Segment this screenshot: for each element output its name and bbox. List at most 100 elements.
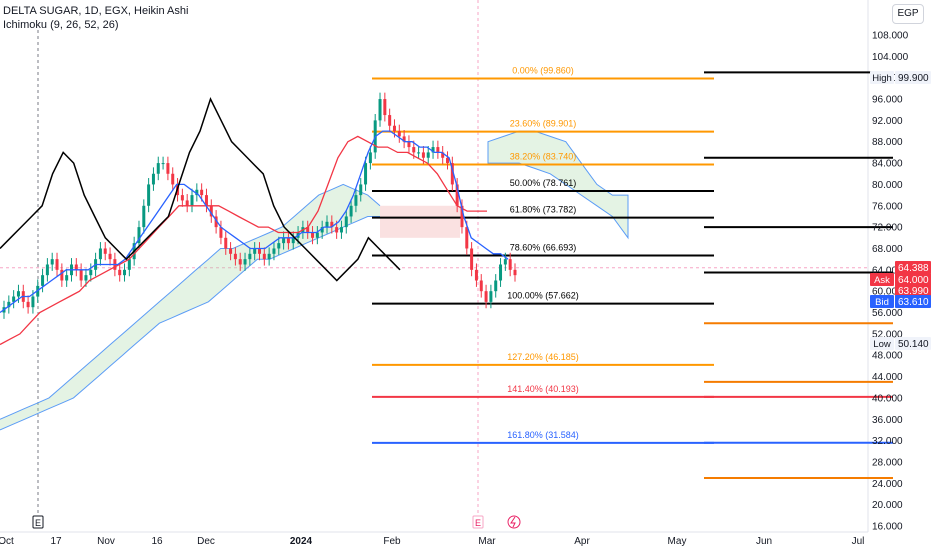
earnings-marker-1	[472, 515, 484, 529]
y-tick-label-22: 20.000	[872, 500, 903, 511]
price-tag-label-bg-2	[870, 273, 894, 286]
fib-level-label-7: 127.20% (46.185)	[507, 352, 579, 362]
candle-body-32	[156, 163, 160, 174]
candle-body-59	[286, 237, 290, 244]
price-tag-bg-4	[895, 295, 931, 308]
candle-body-49	[238, 259, 242, 265]
candle-body-35	[171, 173, 175, 185]
candle-body-70	[339, 227, 343, 233]
price-tag-bg-0	[895, 71, 931, 84]
price-tag-label-0: High	[872, 73, 892, 84]
x-tick-label-11: Jul	[852, 536, 865, 547]
candle-body-29	[142, 205, 146, 228]
candle-body-41	[200, 189, 204, 196]
base-line	[0, 135, 487, 346]
x-tick-label-0: Oct	[0, 536, 14, 547]
fib-level-label-6: 100.00% (57.662)	[507, 291, 579, 301]
candle-body-74	[359, 184, 363, 196]
currency-button[interactable]: EGP	[892, 4, 924, 24]
y-tick-label-14: 52.000	[872, 329, 903, 340]
candle-body-68	[330, 221, 334, 228]
earnings-marker-0	[32, 515, 44, 529]
candle-body-30	[147, 184, 151, 206]
bear-cloud	[380, 205, 460, 238]
y-tick-label-1: 104.000	[872, 52, 909, 63]
fib-level-label-8: 141.40% (40.193)	[507, 384, 579, 394]
y-tick-label-10: 68.000	[872, 244, 903, 255]
candle-body-104	[503, 259, 507, 265]
candle-body-76	[368, 152, 372, 164]
candle-body-64	[311, 232, 315, 238]
indicator-title: Ichimoku (9, 26, 52, 26)	[3, 19, 119, 31]
candle-body-42	[204, 195, 208, 206]
price-tag-label-bg-4	[870, 295, 894, 308]
x-tick-label-2: Nov	[97, 536, 115, 547]
price-tag-bg-3	[895, 284, 931, 297]
candle-body-22	[108, 253, 112, 260]
candle-body-3	[16, 291, 20, 297]
x-tick-label-7: Mar	[478, 536, 496, 547]
candle-body-40	[195, 189, 199, 196]
fib-level-label-5: 78.60% (66.693)	[510, 242, 577, 252]
candle-body-105	[508, 259, 512, 270]
candle-body-43	[209, 205, 213, 217]
candle-body-55	[267, 253, 271, 260]
x-tick-label-1: 17	[50, 536, 62, 547]
candle-body-75	[364, 163, 368, 185]
candle-body-2	[12, 296, 16, 302]
candle-body-45	[219, 227, 223, 238]
price-tag-value-1: 64.388	[898, 263, 929, 274]
candle-body-79	[383, 99, 387, 116]
candle-body-57	[277, 243, 281, 249]
candle-body-12	[60, 269, 64, 281]
candle-body-81	[392, 125, 396, 132]
y-tick-label-20: 28.000	[872, 457, 903, 468]
candle-body-33	[161, 163, 165, 165]
candle-body-9	[45, 264, 49, 276]
price-tag-label-bg-0	[870, 71, 894, 84]
price-tag-label-bg-5	[870, 337, 894, 350]
candle-body-66	[320, 227, 324, 233]
y-tick-label-12: 60.000	[872, 287, 903, 298]
x-tick-label-9: May	[668, 536, 687, 547]
candle-body-25	[123, 269, 127, 276]
candle-body-54	[262, 253, 266, 260]
candle-body-37	[180, 195, 184, 201]
candle-body-94	[455, 184, 459, 206]
x-tick-label-6: Feb	[383, 536, 401, 547]
price-tag-label-5: Low	[873, 339, 891, 350]
candle-body-106	[513, 269, 517, 276]
fib-level-label-0: 0.00% (99.860)	[512, 65, 574, 75]
y-tick-label-8: 76.000	[872, 201, 903, 212]
candle-body-20	[98, 248, 102, 260]
price-tag-value-5: 50.140	[898, 339, 929, 350]
candle-body-69	[335, 227, 339, 233]
price-tag-value-2: 64.000	[898, 275, 929, 286]
candle-body-48	[233, 253, 237, 260]
candle-body-8	[41, 275, 45, 286]
y-tick-label-7: 80.000	[872, 180, 903, 191]
candle-body-24	[118, 269, 122, 276]
y-tick-label-5: 88.000	[872, 137, 903, 148]
candle-body-15	[74, 264, 78, 270]
candle-body-73	[354, 195, 358, 206]
candle-body-65	[315, 232, 319, 238]
candle-body-52	[253, 248, 257, 254]
candle-body-60	[291, 237, 295, 244]
candle-body-84	[407, 141, 411, 148]
fib-level-label-4: 61.80% (73.782)	[510, 205, 577, 215]
candle-body-16	[79, 269, 83, 281]
candle-body-11	[55, 259, 59, 270]
candle-body-1	[7, 301, 11, 308]
x-tick-label-10: Jun	[756, 536, 772, 547]
y-tick-label-11: 64.000	[872, 265, 903, 276]
x-tick-label-4: Dec	[197, 536, 215, 547]
y-tick-label-19: 32.000	[872, 436, 903, 447]
candle-body-46	[224, 237, 228, 249]
y-tick-label-13: 56.000	[872, 308, 903, 319]
candle-body-101	[489, 291, 493, 302]
price-tag-bg-5	[895, 337, 931, 350]
fib-level-label-3: 50.00% (78.761)	[510, 178, 577, 188]
y-tick-label-23: 16.000	[872, 522, 903, 533]
